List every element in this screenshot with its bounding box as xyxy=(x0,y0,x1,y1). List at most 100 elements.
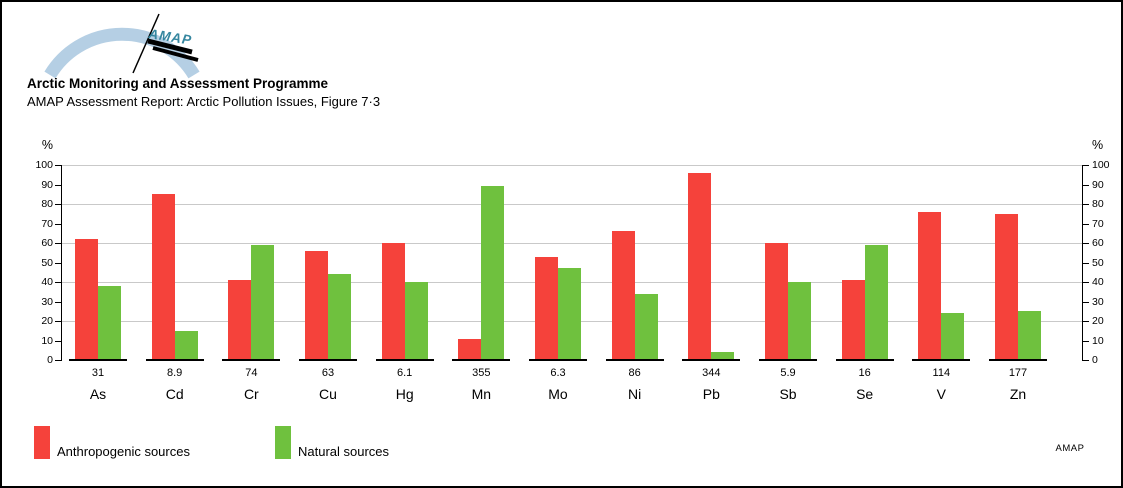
baseline-Mn xyxy=(452,359,511,361)
left-axis-tick-100 xyxy=(55,165,61,166)
right-axis-label-20: 20 xyxy=(1092,315,1104,327)
amap-logo: AMAP xyxy=(44,13,200,79)
right-axis-line xyxy=(1082,165,1083,361)
right-axis-label-10: 10 xyxy=(1092,334,1104,347)
right-axis-tick-80 xyxy=(1083,204,1089,205)
total-label-Sb: 5.9 xyxy=(780,367,796,379)
left-axis-tick-50 xyxy=(55,262,61,264)
left-axis-tick-80 xyxy=(55,204,61,205)
bar-anthropogenic-Zn xyxy=(995,213,1018,360)
bar-natural-Pb xyxy=(711,352,735,360)
page-title: Arctic Monitoring and Assessment Program… xyxy=(27,76,329,91)
bar-natural-Cr xyxy=(251,244,275,360)
left-axis-tick-0 xyxy=(55,360,61,361)
left-axis-label-40: 40 xyxy=(41,276,53,288)
bar-anthropogenic-Sb xyxy=(765,243,788,360)
right-axis-label-70: 70 xyxy=(1092,217,1104,230)
right-axis-tick-40 xyxy=(1083,282,1089,283)
baseline-Cd xyxy=(145,359,204,361)
category-label-As: As xyxy=(89,386,107,402)
baseline-Ni xyxy=(605,359,664,361)
bar-anthropogenic-As xyxy=(75,239,98,360)
right-axis-tick-0 xyxy=(1083,360,1089,361)
gridline-60 xyxy=(61,243,1082,244)
category-label-Sb: Sb xyxy=(779,386,797,402)
category-label-Se: Se xyxy=(856,386,874,402)
baseline-As xyxy=(69,359,127,361)
left-axis-label-30: 30 xyxy=(41,295,53,308)
right-axis-tick-90 xyxy=(1083,184,1089,186)
baseline-Pb xyxy=(682,359,741,361)
legend-swatch-anthropogenic xyxy=(34,426,50,459)
bar-anthropogenic-Ni xyxy=(611,231,635,360)
logo-wordmark: AMAP xyxy=(147,26,194,48)
total-label-Cd: 8.9 xyxy=(167,367,183,379)
right-axis-tick-20 xyxy=(1083,321,1089,322)
bar-natural-Mo xyxy=(558,268,581,360)
category-label-Cd: Cd xyxy=(165,386,184,402)
right-axis-tick-70 xyxy=(1083,223,1089,225)
gridline-100 xyxy=(61,165,1082,166)
total-label-Hg: 6.1 xyxy=(397,367,413,379)
total-label-Cu: 63 xyxy=(321,367,335,379)
bar-anthropogenic-Cr xyxy=(228,280,252,360)
category-label-Ni: Ni xyxy=(628,386,642,402)
category-label-Hg: Hg xyxy=(395,386,414,402)
left-axis-label-100: 100 xyxy=(35,159,53,171)
total-label-Mn: 355 xyxy=(472,367,491,379)
total-label-Pb: 344 xyxy=(702,367,721,379)
right-axis-label-100: 100 xyxy=(1092,159,1110,171)
bar-natural-Cu xyxy=(328,274,351,360)
right-axis-label-80: 80 xyxy=(1092,198,1104,210)
bar-anthropogenic-Mn xyxy=(458,338,482,360)
bar-natural-Zn xyxy=(1018,311,1041,360)
right-axis-tick-30 xyxy=(1083,301,1089,303)
right-axis-tick-10 xyxy=(1083,340,1089,342)
gridline-80 xyxy=(61,204,1082,205)
category-label-Mo: Mo xyxy=(548,386,568,402)
bar-natural-Hg xyxy=(404,282,428,360)
bar-natural-V xyxy=(941,313,965,360)
right-axis-label-50: 50 xyxy=(1092,256,1104,269)
bar-anthropogenic-Se xyxy=(841,280,865,360)
total-label-Zn: 177 xyxy=(1008,367,1028,379)
right-axis-label-30: 30 xyxy=(1092,295,1104,308)
bar-anthropogenic-V xyxy=(918,211,942,360)
logo-slash-icon xyxy=(132,13,160,74)
legend-swatch-natural xyxy=(275,426,291,459)
left-axis-unit: % xyxy=(41,138,53,152)
right-axis-label-40: 40 xyxy=(1092,276,1104,288)
right-axis-unit: % xyxy=(1092,138,1104,152)
bar-anthropogenic-Cd xyxy=(151,194,175,360)
total-label-V: 114 xyxy=(932,367,951,379)
total-label-Se: 16 xyxy=(858,367,871,379)
category-label-Cr: Cr xyxy=(243,386,259,402)
right-axis-label-90: 90 xyxy=(1092,178,1104,191)
baseline-Se xyxy=(835,359,894,361)
left-axis-tick-90 xyxy=(55,184,61,186)
total-label-Ni: 86 xyxy=(628,367,641,379)
right-axis-tick-100 xyxy=(1083,165,1089,166)
bar-natural-Ni xyxy=(634,293,658,360)
right-axis-tick-60 xyxy=(1083,243,1089,244)
total-label-As: 31 xyxy=(91,367,105,379)
baseline-Mo xyxy=(529,359,587,361)
bar-anthropogenic-Pb xyxy=(688,172,712,360)
total-label-Cr: 74 xyxy=(245,367,258,379)
right-axis-label-0: 0 xyxy=(1092,354,1098,366)
left-axis-tick-70 xyxy=(55,223,61,225)
left-axis-label-20: 20 xyxy=(41,315,53,327)
bar-natural-Mn xyxy=(481,186,505,360)
page-subtitle: AMAP Assessment Report: Arctic Pollution… xyxy=(27,94,381,109)
baseline-Cu xyxy=(299,359,357,361)
logo-bar-icon xyxy=(147,38,193,55)
left-axis-label-70: 70 xyxy=(41,217,53,230)
right-axis-label-60: 60 xyxy=(1092,237,1104,249)
left-axis-label-80: 80 xyxy=(41,198,53,210)
category-label-V: V xyxy=(936,386,946,402)
left-axis-label-50: 50 xyxy=(41,256,53,269)
left-axis-label-90: 90 xyxy=(41,178,53,191)
left-axis-label-10: 10 xyxy=(41,334,53,347)
bar-anthropogenic-Mo xyxy=(535,256,558,360)
left-axis-line xyxy=(61,165,62,361)
